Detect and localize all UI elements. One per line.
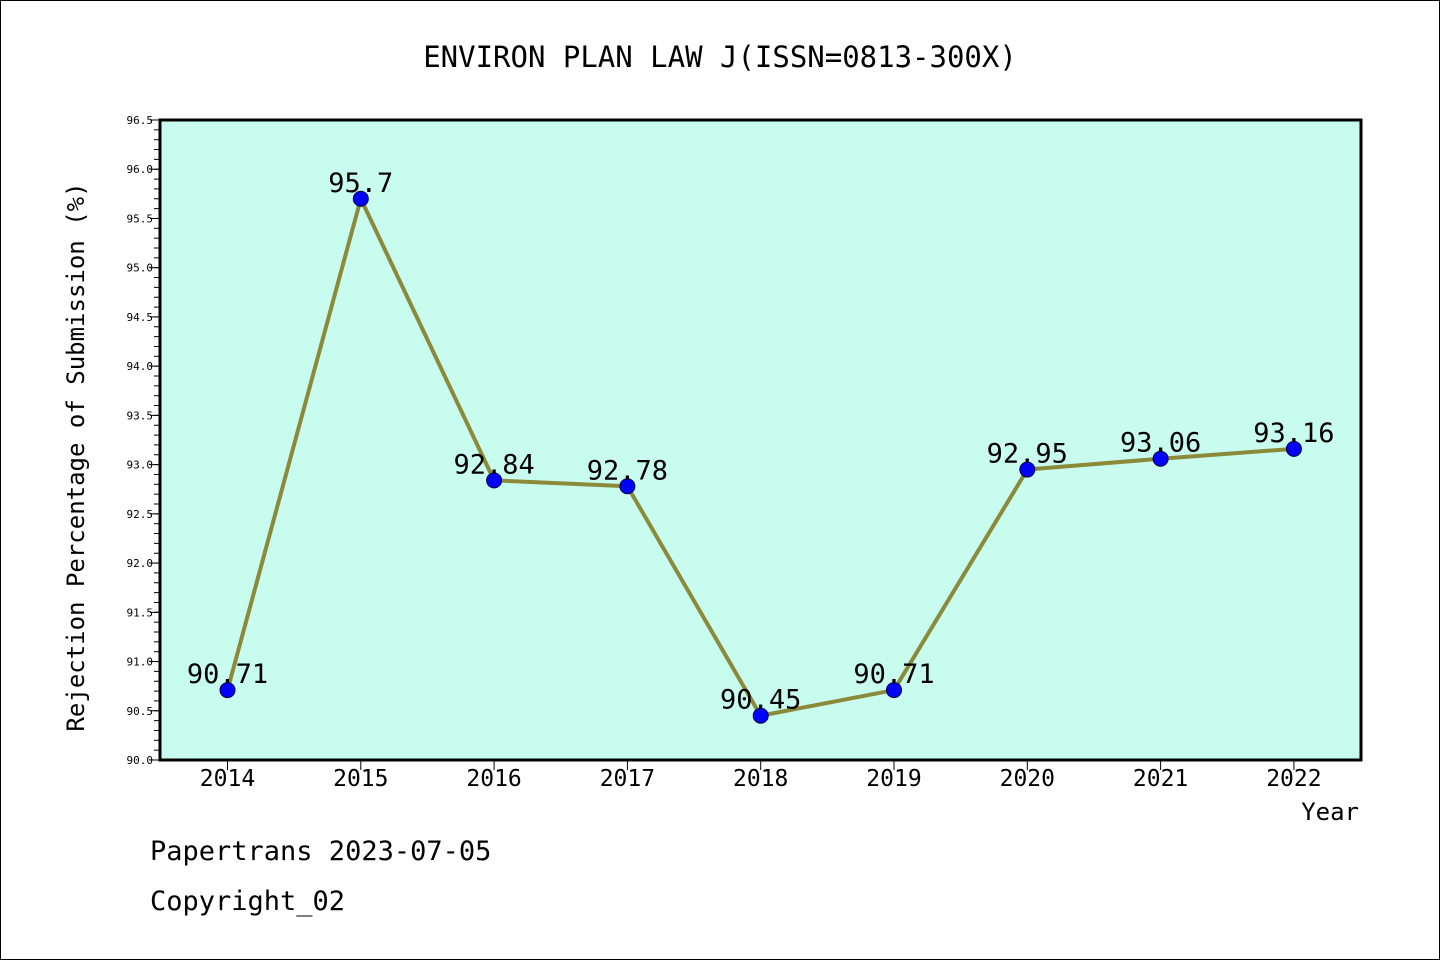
y-tick-label: 92.0 xyxy=(127,557,154,570)
chart-title: ENVIRON PLAN LAW J(ISSN=0813-300X) xyxy=(423,40,1017,74)
y-tick-label: 96.5 xyxy=(127,114,154,127)
data-label: 93.16 xyxy=(1253,418,1334,449)
data-point xyxy=(886,682,902,699)
footer-date: Papertrans 2023-07-05 xyxy=(150,836,492,867)
y-axis-label: Rejection Percentage of Submission (%) xyxy=(62,182,90,731)
data-point xyxy=(752,707,769,724)
y-tick-label: 96.0 xyxy=(127,163,154,176)
y-tick-label: 94.0 xyxy=(127,360,154,373)
x-tick-label: 2022 xyxy=(1266,766,1321,792)
data-label: 92.84 xyxy=(453,449,534,480)
x-tick-label: 2019 xyxy=(866,766,921,792)
y-tick-label: 93.0 xyxy=(127,459,154,472)
series-group xyxy=(219,190,1302,724)
y-tick-label: 93.5 xyxy=(127,409,154,422)
data-label: 92.78 xyxy=(587,455,668,486)
data-label: 93.06 xyxy=(1120,428,1201,459)
x-tick-label: 2017 xyxy=(600,766,655,792)
data-label: 92.95 xyxy=(987,439,1068,470)
y-tick-label: 95.0 xyxy=(127,262,154,275)
y-axis-ticks: 90.0 90.5 91.0 91.5 92.0 92.5 93.0 93.5 94.0 94.5… xyxy=(127,114,160,767)
data-label: 90.45 xyxy=(720,685,801,716)
data-point xyxy=(1152,450,1169,467)
y-tick-label: 92.5 xyxy=(127,508,154,521)
plot-area xyxy=(158,118,1363,762)
x-tick-label: 2014 xyxy=(200,766,255,792)
x-axis-label: Year xyxy=(1301,798,1359,826)
y-tick-label: 90.0 xyxy=(127,754,154,767)
x-axis-ticks: 2014 2015 2016 2017 2018 2019 2020 2021 2022 xyxy=(200,760,1322,792)
y-tick-label: 90.5 xyxy=(127,705,154,718)
data-point xyxy=(1019,461,1036,478)
y-tick-label: 91.0 xyxy=(127,656,154,669)
data-point xyxy=(352,190,369,207)
data-labels: 90.71 95.7 92.84 92.78 90.45 90.71 92.95 93.06 9… xyxy=(187,168,1335,716)
x-tick-label: 2021 xyxy=(1133,766,1188,792)
x-tick-label: 2018 xyxy=(733,766,788,792)
y-tick-label: 91.5 xyxy=(127,606,154,619)
data-label: 90.71 xyxy=(853,659,934,690)
footer-copyright: Copyright_02 xyxy=(150,886,346,917)
data-point xyxy=(486,472,503,489)
x-tick-label: 2016 xyxy=(466,766,521,792)
data-point xyxy=(619,478,636,495)
x-tick-label: 2020 xyxy=(1000,766,1055,792)
y-tick-label: 95.5 xyxy=(127,212,154,225)
x-tick-label: 2015 xyxy=(333,766,388,792)
y-tick-label: 94.5 xyxy=(127,311,154,324)
data-point xyxy=(1285,440,1302,457)
data-label: 90.71 xyxy=(187,659,268,690)
data-label: 95.7 xyxy=(328,168,393,199)
data-point xyxy=(219,682,236,699)
